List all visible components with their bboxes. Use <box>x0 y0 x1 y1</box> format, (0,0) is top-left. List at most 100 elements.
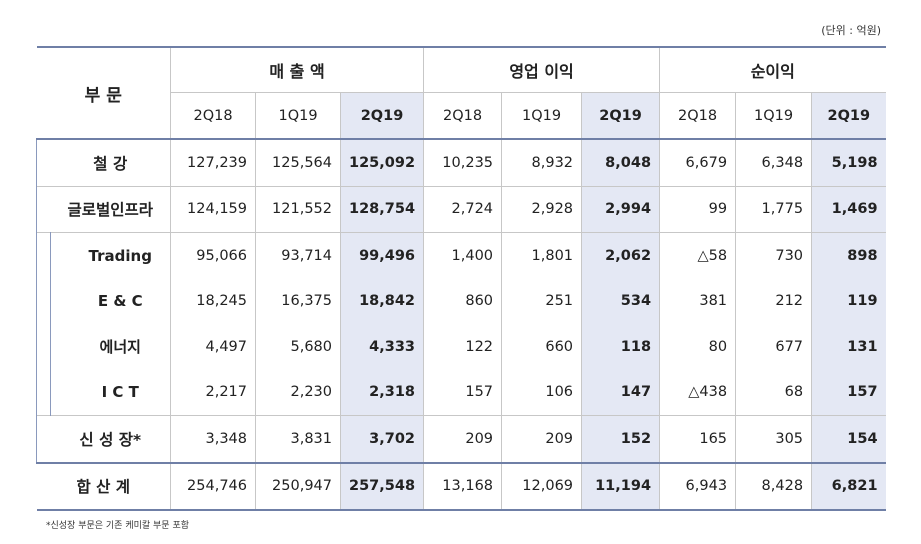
cell: 4,497 <box>170 324 256 370</box>
cell: 128,754 <box>340 186 424 233</box>
cell: 11,194 <box>581 462 660 510</box>
cell: 534 <box>581 278 660 324</box>
unit-label: (단위 : 억원) <box>821 24 881 37</box>
cell: 165 <box>659 415 736 463</box>
cell: 6,348 <box>735 139 812 186</box>
cell: 157 <box>811 369 886 416</box>
cell: 122 <box>423 324 502 370</box>
cell: 2,318 <box>340 369 424 416</box>
cell: 257,548 <box>340 462 424 510</box>
cell: △58 <box>659 232 736 279</box>
row-label: 신 성 장* <box>79 430 142 449</box>
cell: 1,469 <box>811 186 886 233</box>
cell: 157 <box>423 369 502 416</box>
period-header: 2Q18 <box>659 92 736 139</box>
cell: 18,245 <box>170 278 256 324</box>
segment-header: 부 문 <box>36 47 171 140</box>
cell: 2,217 <box>170 369 256 416</box>
cell: 154 <box>811 415 886 463</box>
cell: 8,048 <box>581 139 660 186</box>
cell: 106 <box>501 369 582 416</box>
cell: 209 <box>423 415 502 463</box>
cell: 125,564 <box>255 139 341 186</box>
cell: 12,069 <box>501 462 582 510</box>
cell: 93,714 <box>255 232 341 279</box>
row-label: 합 산 계 <box>76 478 131 497</box>
cell: 13,168 <box>423 462 502 510</box>
cell: 18,842 <box>340 278 424 324</box>
cell: 6,679 <box>659 139 736 186</box>
period-header: 2Q18 <box>423 92 502 139</box>
table-row: I C T 2,217 2,230 2,318 157 106 147 △438… <box>36 369 886 416</box>
cell: 1,801 <box>501 232 582 279</box>
cell: 5,198 <box>811 139 886 186</box>
cell: 381 <box>659 278 736 324</box>
cell: 3,702 <box>340 415 424 463</box>
cell: 2,994 <box>581 186 660 233</box>
cell: 212 <box>735 278 812 324</box>
period-header: 1Q19 <box>255 92 341 139</box>
sales-header: 매 출 액 <box>170 47 424 93</box>
period-header: 2Q19 <box>581 92 660 139</box>
table-row: 에너지 4,497 5,680 4,333 122 660 118 80 677… <box>36 324 886 370</box>
row-label: E & C <box>97 292 143 311</box>
cell: 1,400 <box>423 232 502 279</box>
cell: 660 <box>501 324 582 370</box>
table-row: Trading 95,066 93,714 99,496 1,400 1,801… <box>36 232 886 279</box>
period-header: 1Q19 <box>735 92 812 139</box>
table-row: 신 성 장* 3,348 3,831 3,702 209 209 152 165… <box>36 415 886 463</box>
cell: 3,348 <box>170 415 256 463</box>
cell: 125,092 <box>340 139 424 186</box>
cell: 254,746 <box>170 462 256 510</box>
cell: 730 <box>735 232 812 279</box>
table-row: 철 강 127,239 125,564 125,092 10,235 8,932… <box>36 139 886 186</box>
total-row: 합 산 계 254,746 250,947 257,548 13,168 12,… <box>36 462 886 510</box>
cell: 118 <box>581 324 660 370</box>
cell: 152 <box>581 415 660 463</box>
cell: 3,831 <box>255 415 341 463</box>
cell: 305 <box>735 415 812 463</box>
cell: 127,239 <box>170 139 256 186</box>
cell: 1,775 <box>735 186 812 233</box>
cell: 131 <box>811 324 886 370</box>
row-label: 글로벌인프라 <box>67 201 154 220</box>
cell: 209 <box>501 415 582 463</box>
period-header: 2Q19 <box>340 92 424 139</box>
cell: 6,821 <box>811 462 886 510</box>
cell: 250,947 <box>255 462 341 510</box>
cell: △438 <box>659 369 736 416</box>
row-label: I C T <box>101 383 139 402</box>
cell: 2,062 <box>581 232 660 279</box>
cell: 8,428 <box>735 462 812 510</box>
period-header: 2Q19 <box>811 92 886 139</box>
operating-profit-header: 영업 이익 <box>423 47 660 93</box>
net-income-header: 순이익 <box>659 47 886 93</box>
cell: 68 <box>735 369 812 416</box>
cell: 121,552 <box>255 186 341 233</box>
row-label: Trading <box>88 246 152 265</box>
cell: 860 <box>423 278 502 324</box>
cell: 99,496 <box>340 232 424 279</box>
footnote: *신성장 부문은 기존 케미칼 부문 포함 <box>46 521 190 531</box>
cell: 677 <box>735 324 812 370</box>
cell: 95,066 <box>170 232 256 279</box>
cell: 8,932 <box>501 139 582 186</box>
cell: 251 <box>501 278 582 324</box>
row-label: 에너지 <box>99 338 141 357</box>
table-row: E & C 18,245 16,375 18,842 860 251 534 3… <box>36 278 886 324</box>
period-header: 2Q18 <box>170 92 256 139</box>
cell: 2,928 <box>501 186 582 233</box>
table-row: 글로벌인프라 124,159 121,552 128,754 2,724 2,9… <box>36 186 886 233</box>
financial-table: 부 문 매 출 액 영업 이익 순이익 2Q18 1Q19 2Q19 2Q18 … <box>36 46 886 511</box>
cell: 2,230 <box>255 369 341 416</box>
cell: 99 <box>659 186 736 233</box>
cell: 10,235 <box>423 139 502 186</box>
cell: 124,159 <box>170 186 256 233</box>
row-label: 철 강 <box>93 154 128 173</box>
cell: 6,943 <box>659 462 736 510</box>
cell: 80 <box>659 324 736 370</box>
period-header: 1Q19 <box>501 92 582 139</box>
cell: 5,680 <box>255 324 341 370</box>
cell: 898 <box>811 232 886 279</box>
cell: 4,333 <box>340 324 424 370</box>
